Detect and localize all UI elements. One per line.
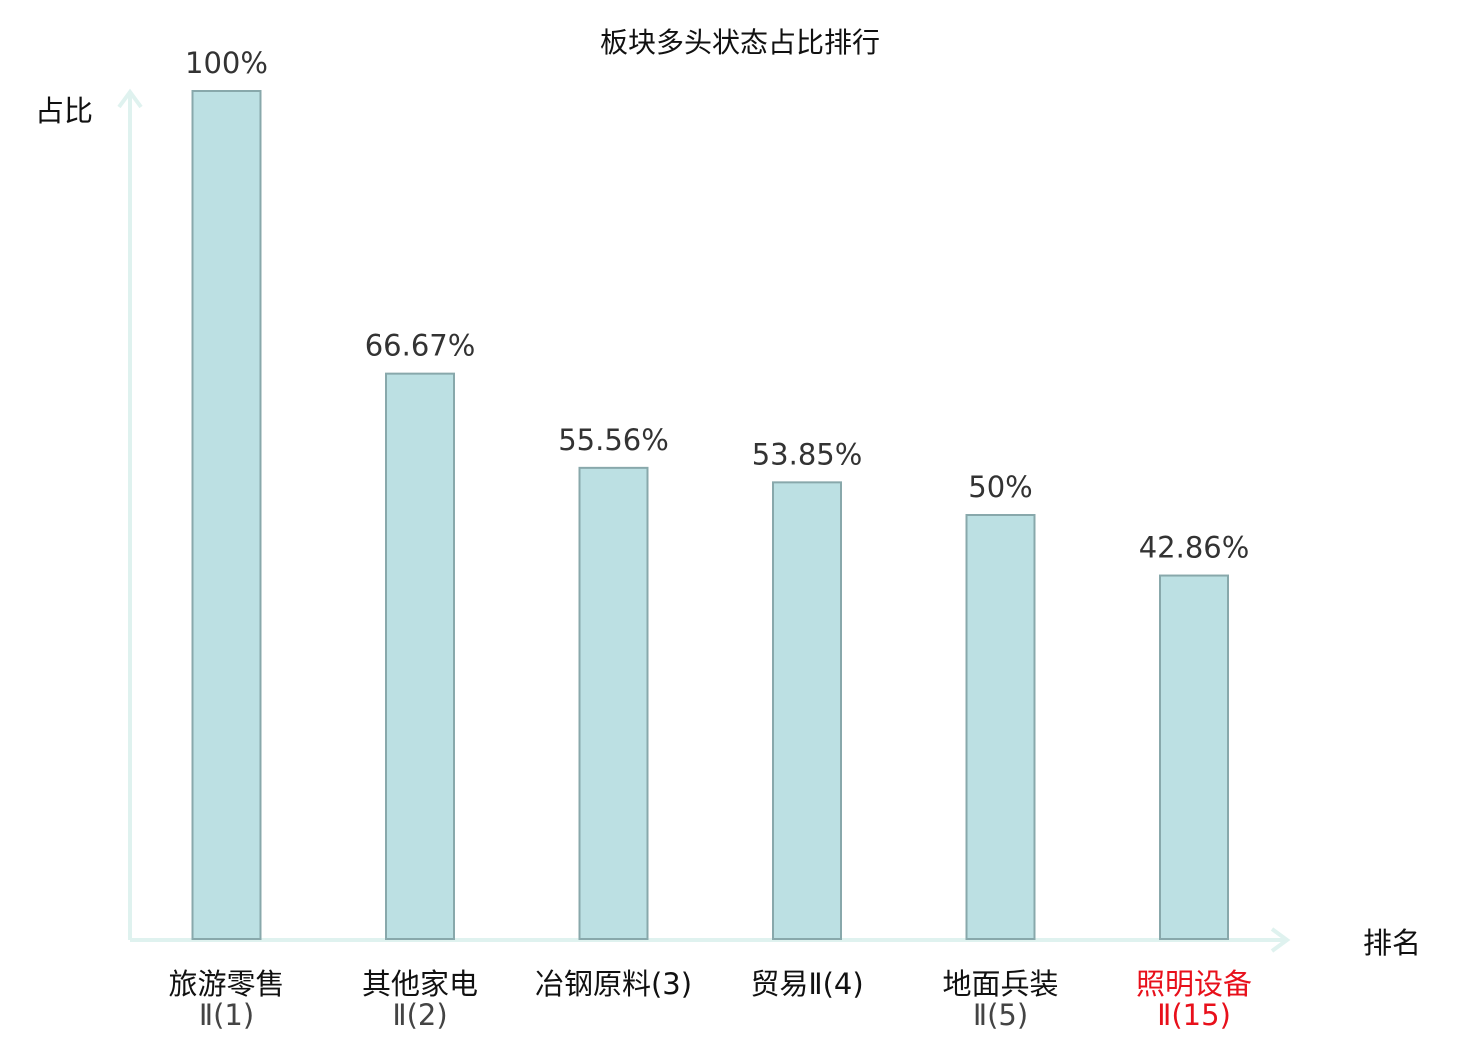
x-tick-label: 地面兵装	[942, 967, 1058, 1001]
x-axis	[130, 927, 1291, 953]
bar	[191, 90, 262, 940]
bar	[1159, 574, 1229, 940]
x-tick-rank-label: Ⅱ(2)	[392, 998, 447, 1032]
chart-title: 板块多头状态占比排行	[600, 26, 880, 59]
bar	[385, 372, 455, 940]
y-axis-label: 占比	[35, 94, 93, 128]
x-tick-label: 照明设备	[1136, 967, 1252, 1001]
x-axis-arrowhead	[1270, 927, 1291, 953]
y-axis	[117, 88, 143, 940]
bar-value-label: 100%	[185, 46, 268, 80]
bar-value-label: 53.85%	[752, 437, 863, 471]
x-tick-rank-label: Ⅱ(1)	[199, 998, 254, 1032]
bar	[965, 514, 1036, 940]
bar	[578, 466, 649, 940]
x-tick-label: 其他家电	[362, 967, 478, 1001]
x-axis-label: 排名	[1363, 926, 1421, 960]
y-axis-arrowhead	[117, 88, 143, 109]
x-tick-rank-label: Ⅱ(15)	[1157, 998, 1231, 1032]
bar-value-label: 50%	[968, 470, 1032, 504]
x-tick-label: 冶钢原料(3)	[535, 967, 692, 1001]
x-tick-label: 旅游零售	[168, 967, 284, 1001]
x-tick-rank-label: Ⅱ(5)	[973, 998, 1028, 1032]
bar-value-label: 66.67%	[365, 329, 476, 363]
x-tick-label: 贸易Ⅱ(4)	[750, 967, 863, 1001]
bar-value-label: 55.56%	[558, 423, 669, 457]
bar-value-label: 42.86%	[1139, 531, 1250, 565]
bar	[772, 481, 842, 940]
